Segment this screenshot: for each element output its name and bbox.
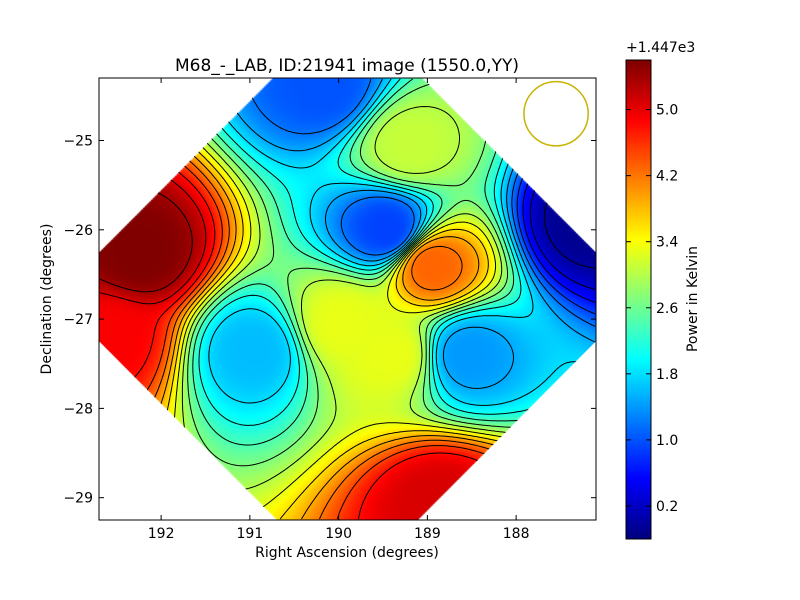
- colorbar-tick-label: 2.6: [656, 301, 678, 317]
- y-tick-label: −27: [63, 312, 93, 328]
- chart-title: M68_-_LAB, ID:21941 image (1550.0,YY): [175, 56, 519, 76]
- y-tick-label: −29: [63, 491, 93, 507]
- x-tick-label: 192: [148, 526, 175, 542]
- colorbar-offset-label: +1.447e3: [626, 40, 695, 56]
- plot-frame: [98, 77, 597, 521]
- y-tick-label: −28: [63, 401, 93, 417]
- beam-circle: [523, 80, 589, 147]
- x-axis-title: Right Ascension (degrees): [255, 545, 439, 561]
- x-tick-label: 190: [325, 526, 352, 542]
- y-tick-label: −26: [63, 223, 93, 239]
- y-axis-title: Declination (degrees): [39, 224, 55, 375]
- x-tick-label: 189: [414, 526, 441, 542]
- colorbar-tick-label: 4.2: [656, 169, 678, 185]
- colorbar-tick-label: 5.0: [656, 103, 678, 119]
- colorbar-tick-label: 1.8: [656, 367, 678, 383]
- colorbar-gradient: [626, 60, 651, 539]
- x-tick-label: 188: [503, 526, 530, 542]
- colorbar-tick-label: 1.0: [656, 433, 678, 449]
- x-tick-label: 191: [237, 526, 264, 542]
- colorbar: 0.2 1.0 1.8 2.6 3.4 4.2 5.0 +1.447e3 Power in …: [625, 40, 701, 540]
- colorbar-label: Power in Kelvin: [685, 246, 701, 352]
- y-tick-label: −25: [63, 134, 93, 150]
- field-mask: [99, 78, 596, 520]
- colorbar-frame: [625, 59, 652, 540]
- colorbar-tick-label: 3.4: [656, 235, 678, 251]
- x-axis: 192 191 190 189 188: [148, 78, 530, 542]
- y-axis: −25 −26 −27 −28 −29: [63, 134, 596, 507]
- colorbar-tick-label: 0.2: [656, 499, 678, 515]
- colorbar-ticks: 0.2 1.0 1.8 2.6 3.4 4.2 5.0: [626, 103, 678, 515]
